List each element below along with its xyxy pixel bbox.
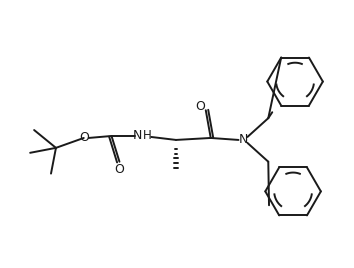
Text: O: O	[195, 100, 205, 113]
Text: N: N	[239, 133, 248, 146]
Text: O: O	[114, 163, 124, 176]
Text: H: H	[143, 129, 152, 143]
Text: N: N	[133, 129, 142, 143]
Text: O: O	[79, 132, 88, 144]
